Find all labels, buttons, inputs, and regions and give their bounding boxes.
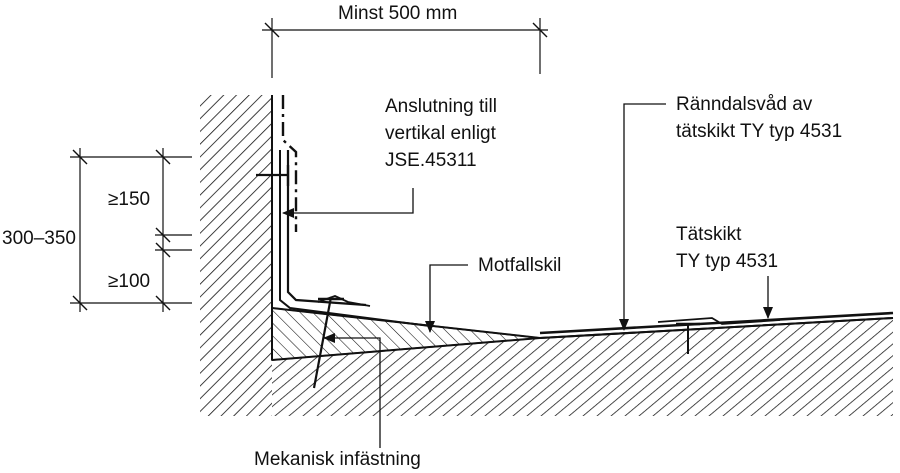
label-membrane: Tätskikt TY typ 4531 [676,221,778,275]
label-width-dimension: Minst 500 mm [338,3,458,24]
membrane-outer-vertical [286,150,367,307]
label-height-upper: ≥150 [108,189,151,210]
dim-width-tick-right [532,22,548,38]
deck-hatch [272,318,893,416]
label-valley-sheet-line-2: tätskikt TY typ 4531 [676,121,843,142]
leader-valley-sheet [619,103,666,331]
dim-tick-4 [155,227,171,243]
dim-tick-2 [72,295,88,311]
joint-overlap [657,317,781,325]
label-connection-line-3: JSE.45311 [385,150,477,171]
label-counter-slope: Motfallskil [478,255,562,276]
dim-width-tick-left [264,22,280,38]
dim-tick-3 [155,149,171,165]
leader-counter-slope [425,264,468,333]
membrane-inner-vertical [279,150,431,327]
dim-tick-5 [155,242,171,258]
dim-tick-1 [72,149,88,165]
label-connection: Anslutning till vertikal enligt JSE.4531… [385,93,497,174]
label-valley-sheet-line-1: Ränndalsvåd av [676,94,813,115]
valley-sheet-line [539,311,894,335]
label-height-total: 300–350 [2,228,76,249]
label-membrane-line-1: Tätskikt [676,224,742,245]
vertical-connection-line [281,95,298,232]
label-connection-line-1: Anslutning till [385,96,497,117]
leader-connection [282,188,414,218]
leader-fastening [323,333,381,448]
dim-tick-6 [155,295,171,311]
label-connection-line-2: vertikal enligt [385,123,496,144]
label-height-lower: ≥100 [108,271,151,292]
label-valley-sheet: Ränndalsvåd av tätskikt TY typ 4531 [676,91,842,145]
label-fastening: Mekanisk infästning [254,449,421,470]
wall-hatch [200,95,272,416]
mechanical-fastener [312,296,333,389]
label-membrane-line-2: TY typ 4531 [676,251,779,272]
